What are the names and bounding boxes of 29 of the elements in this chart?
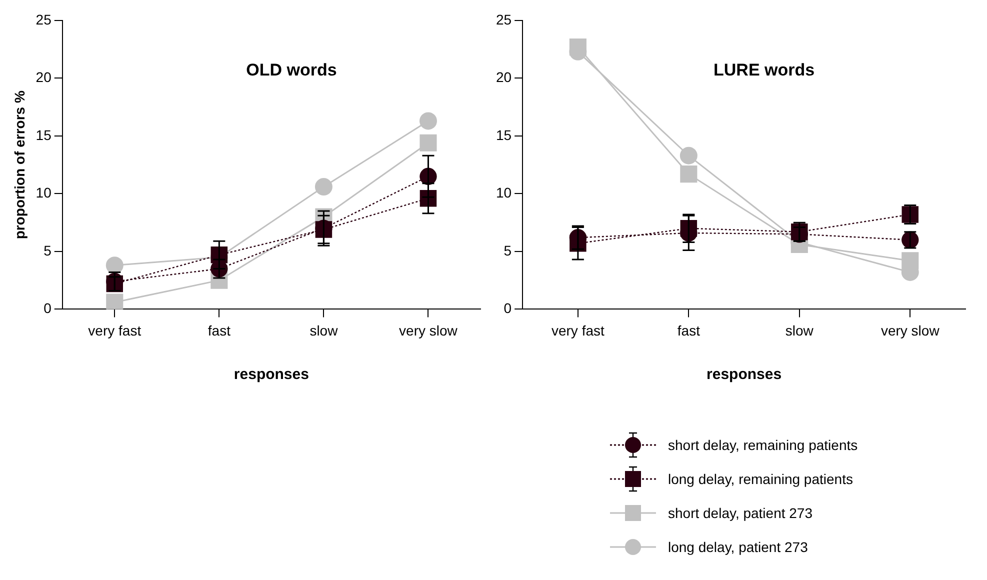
x-tick-label: slow: [310, 322, 339, 338]
y-tick-label: 25: [496, 11, 512, 28]
y-tick-label: 10: [496, 184, 512, 201]
y-tick-label: 15: [36, 126, 52, 143]
y-tick-label: 5: [504, 242, 512, 258]
legend-label: long delay, remaining patients: [668, 471, 853, 487]
x-tick-label: very slow: [399, 322, 458, 338]
text: OLD words: [246, 60, 337, 80]
y-tick-label: 5: [44, 242, 52, 258]
x-axis-title: responses: [706, 366, 782, 384]
y-tick-label: 20: [496, 69, 512, 86]
y-tick-label: 0: [504, 300, 512, 316]
y-axis-title: proportion of errors %: [11, 90, 28, 240]
x-tick-label: slow: [785, 322, 814, 338]
y-tick-label: 15: [496, 126, 512, 143]
legend-label: short delay, patient 273: [668, 505, 813, 521]
x-tick-label: fast: [677, 322, 700, 338]
y-tick-label: 10: [36, 184, 52, 201]
y-tick-label: 0: [44, 300, 52, 316]
y-tick-label: 20: [36, 69, 52, 86]
legend-label: short delay, remaining patients: [668, 437, 858, 453]
x-tick-label: fast: [208, 322, 231, 338]
y-tick-label: 25: [36, 11, 52, 28]
text: LURE words: [714, 60, 815, 80]
x-tick-label: very fast: [88, 322, 142, 338]
x-axis-title: responses: [234, 366, 309, 384]
x-tick-label: very slow: [880, 322, 940, 338]
legend-label: long delay, patient 273: [668, 539, 808, 555]
x-tick-label: very fast: [551, 322, 604, 338]
